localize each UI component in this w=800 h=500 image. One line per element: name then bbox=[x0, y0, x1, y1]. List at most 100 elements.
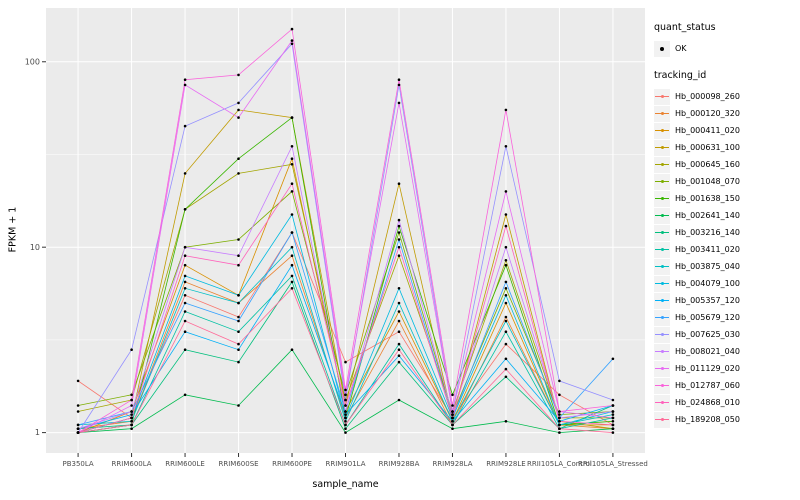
legend-entry-Hb_001638_150: Hb_001638_150 bbox=[654, 190, 800, 207]
legend-label: Hb_001048_070 bbox=[675, 177, 740, 186]
data-point bbox=[611, 398, 615, 402]
data-point bbox=[611, 357, 615, 361]
data-point bbox=[130, 416, 133, 420]
data-point bbox=[76, 431, 80, 434]
data-point bbox=[397, 319, 401, 323]
data-point bbox=[183, 245, 187, 249]
data-point bbox=[558, 416, 561, 420]
legend-key-line-icon bbox=[654, 275, 670, 292]
legend-label: Hb_012787_060 bbox=[675, 381, 740, 390]
legend-key-line-icon bbox=[654, 224, 670, 241]
data-point bbox=[183, 310, 187, 313]
data-point bbox=[237, 108, 240, 112]
data-point bbox=[237, 348, 240, 352]
data-point bbox=[290, 213, 294, 216]
data-point bbox=[504, 375, 508, 379]
data-point bbox=[237, 342, 240, 346]
legend-key-line-icon bbox=[654, 156, 670, 173]
data-point bbox=[397, 354, 401, 358]
data-point bbox=[130, 393, 133, 397]
data-point bbox=[237, 172, 240, 175]
data-point bbox=[237, 238, 240, 241]
data-point bbox=[290, 254, 294, 257]
data-point bbox=[397, 224, 401, 228]
data-point bbox=[237, 263, 240, 267]
data-point bbox=[344, 427, 347, 431]
data-point bbox=[504, 330, 508, 334]
data-point bbox=[183, 124, 187, 128]
data-point bbox=[183, 78, 187, 81]
data-point bbox=[76, 410, 80, 413]
data-point bbox=[130, 410, 133, 413]
x-tick-label: RRIM600LA bbox=[112, 460, 152, 468]
data-point bbox=[344, 410, 347, 413]
data-point bbox=[397, 238, 401, 241]
y-tick-label: 10 bbox=[30, 243, 40, 252]
data-point bbox=[558, 393, 561, 397]
data-point bbox=[611, 416, 615, 420]
data-point bbox=[504, 190, 508, 193]
data-point bbox=[397, 330, 401, 334]
data-point bbox=[344, 431, 347, 434]
data-point bbox=[558, 410, 561, 413]
legend-entry-Hb_000645_160: Hb_000645_160 bbox=[654, 156, 800, 173]
data-point bbox=[344, 413, 347, 416]
data-point bbox=[290, 157, 294, 160]
data-point bbox=[558, 413, 561, 416]
data-point bbox=[76, 379, 80, 383]
data-point bbox=[451, 404, 454, 407]
legend-entry-Hb_003216_140: Hb_003216_140 bbox=[654, 224, 800, 241]
data-point bbox=[130, 423, 133, 427]
data-point bbox=[183, 263, 187, 267]
data-point bbox=[558, 379, 561, 383]
data-point bbox=[290, 231, 294, 234]
legend-label: Hb_001638_150 bbox=[675, 194, 740, 203]
data-point bbox=[290, 190, 294, 193]
legend-key-line-icon bbox=[654, 241, 670, 258]
legend-entry-Hb_005679_120: Hb_005679_120 bbox=[654, 309, 800, 326]
data-point bbox=[558, 427, 561, 431]
legend-key-line-icon bbox=[654, 105, 670, 122]
data-point bbox=[504, 342, 508, 346]
legend-entry-Hb_007625_030: Hb_007625_030 bbox=[654, 326, 800, 343]
data-point bbox=[130, 348, 133, 352]
data-point bbox=[76, 404, 80, 407]
data-point bbox=[237, 360, 240, 364]
data-point bbox=[504, 301, 508, 305]
data-point bbox=[183, 280, 187, 284]
legend-key-line-icon bbox=[654, 394, 670, 411]
y-axis-title: FPKM + 1 bbox=[7, 206, 19, 253]
data-point bbox=[237, 73, 240, 77]
legend-title-quant-status: quant_status bbox=[654, 22, 716, 33]
x-tick-label: RRII105LA_Control bbox=[527, 460, 592, 468]
legend-entry-Hb_008021_040: Hb_008021_040 bbox=[654, 343, 800, 360]
data-point bbox=[290, 348, 294, 352]
data-point bbox=[130, 413, 133, 416]
legend-entry-Hb_000098_260: Hb_000098_260 bbox=[654, 88, 800, 105]
legend-label: Hb_000120_320 bbox=[675, 109, 740, 118]
data-point bbox=[558, 431, 561, 434]
data-point bbox=[397, 182, 401, 185]
data-point bbox=[290, 163, 294, 166]
legend-key-line-icon bbox=[654, 190, 670, 207]
legend-label: Hb_011129_020 bbox=[675, 364, 740, 373]
x-tick-label: RRIM928LE bbox=[486, 460, 526, 468]
data-point bbox=[397, 360, 401, 364]
x-tick-label: PB350LA bbox=[62, 460, 93, 468]
legend-entry-Hb_003411_020: Hb_003411_020 bbox=[654, 241, 800, 258]
data-point bbox=[237, 294, 240, 297]
legend-label: Hb_024868_010 bbox=[675, 398, 740, 407]
data-point bbox=[290, 182, 294, 185]
data-point bbox=[183, 287, 187, 290]
data-point bbox=[290, 42, 294, 46]
data-point bbox=[611, 423, 615, 427]
x-tick-label: RRIM928LA bbox=[432, 460, 472, 468]
legend-title-tracking-id: tracking_id bbox=[654, 70, 707, 81]
data-point bbox=[183, 83, 187, 87]
data-point bbox=[183, 172, 187, 175]
data-point bbox=[344, 423, 347, 427]
data-point bbox=[76, 427, 80, 431]
legend-label: Hb_007625_030 bbox=[675, 330, 740, 339]
data-point bbox=[237, 404, 240, 407]
data-point bbox=[611, 410, 615, 413]
